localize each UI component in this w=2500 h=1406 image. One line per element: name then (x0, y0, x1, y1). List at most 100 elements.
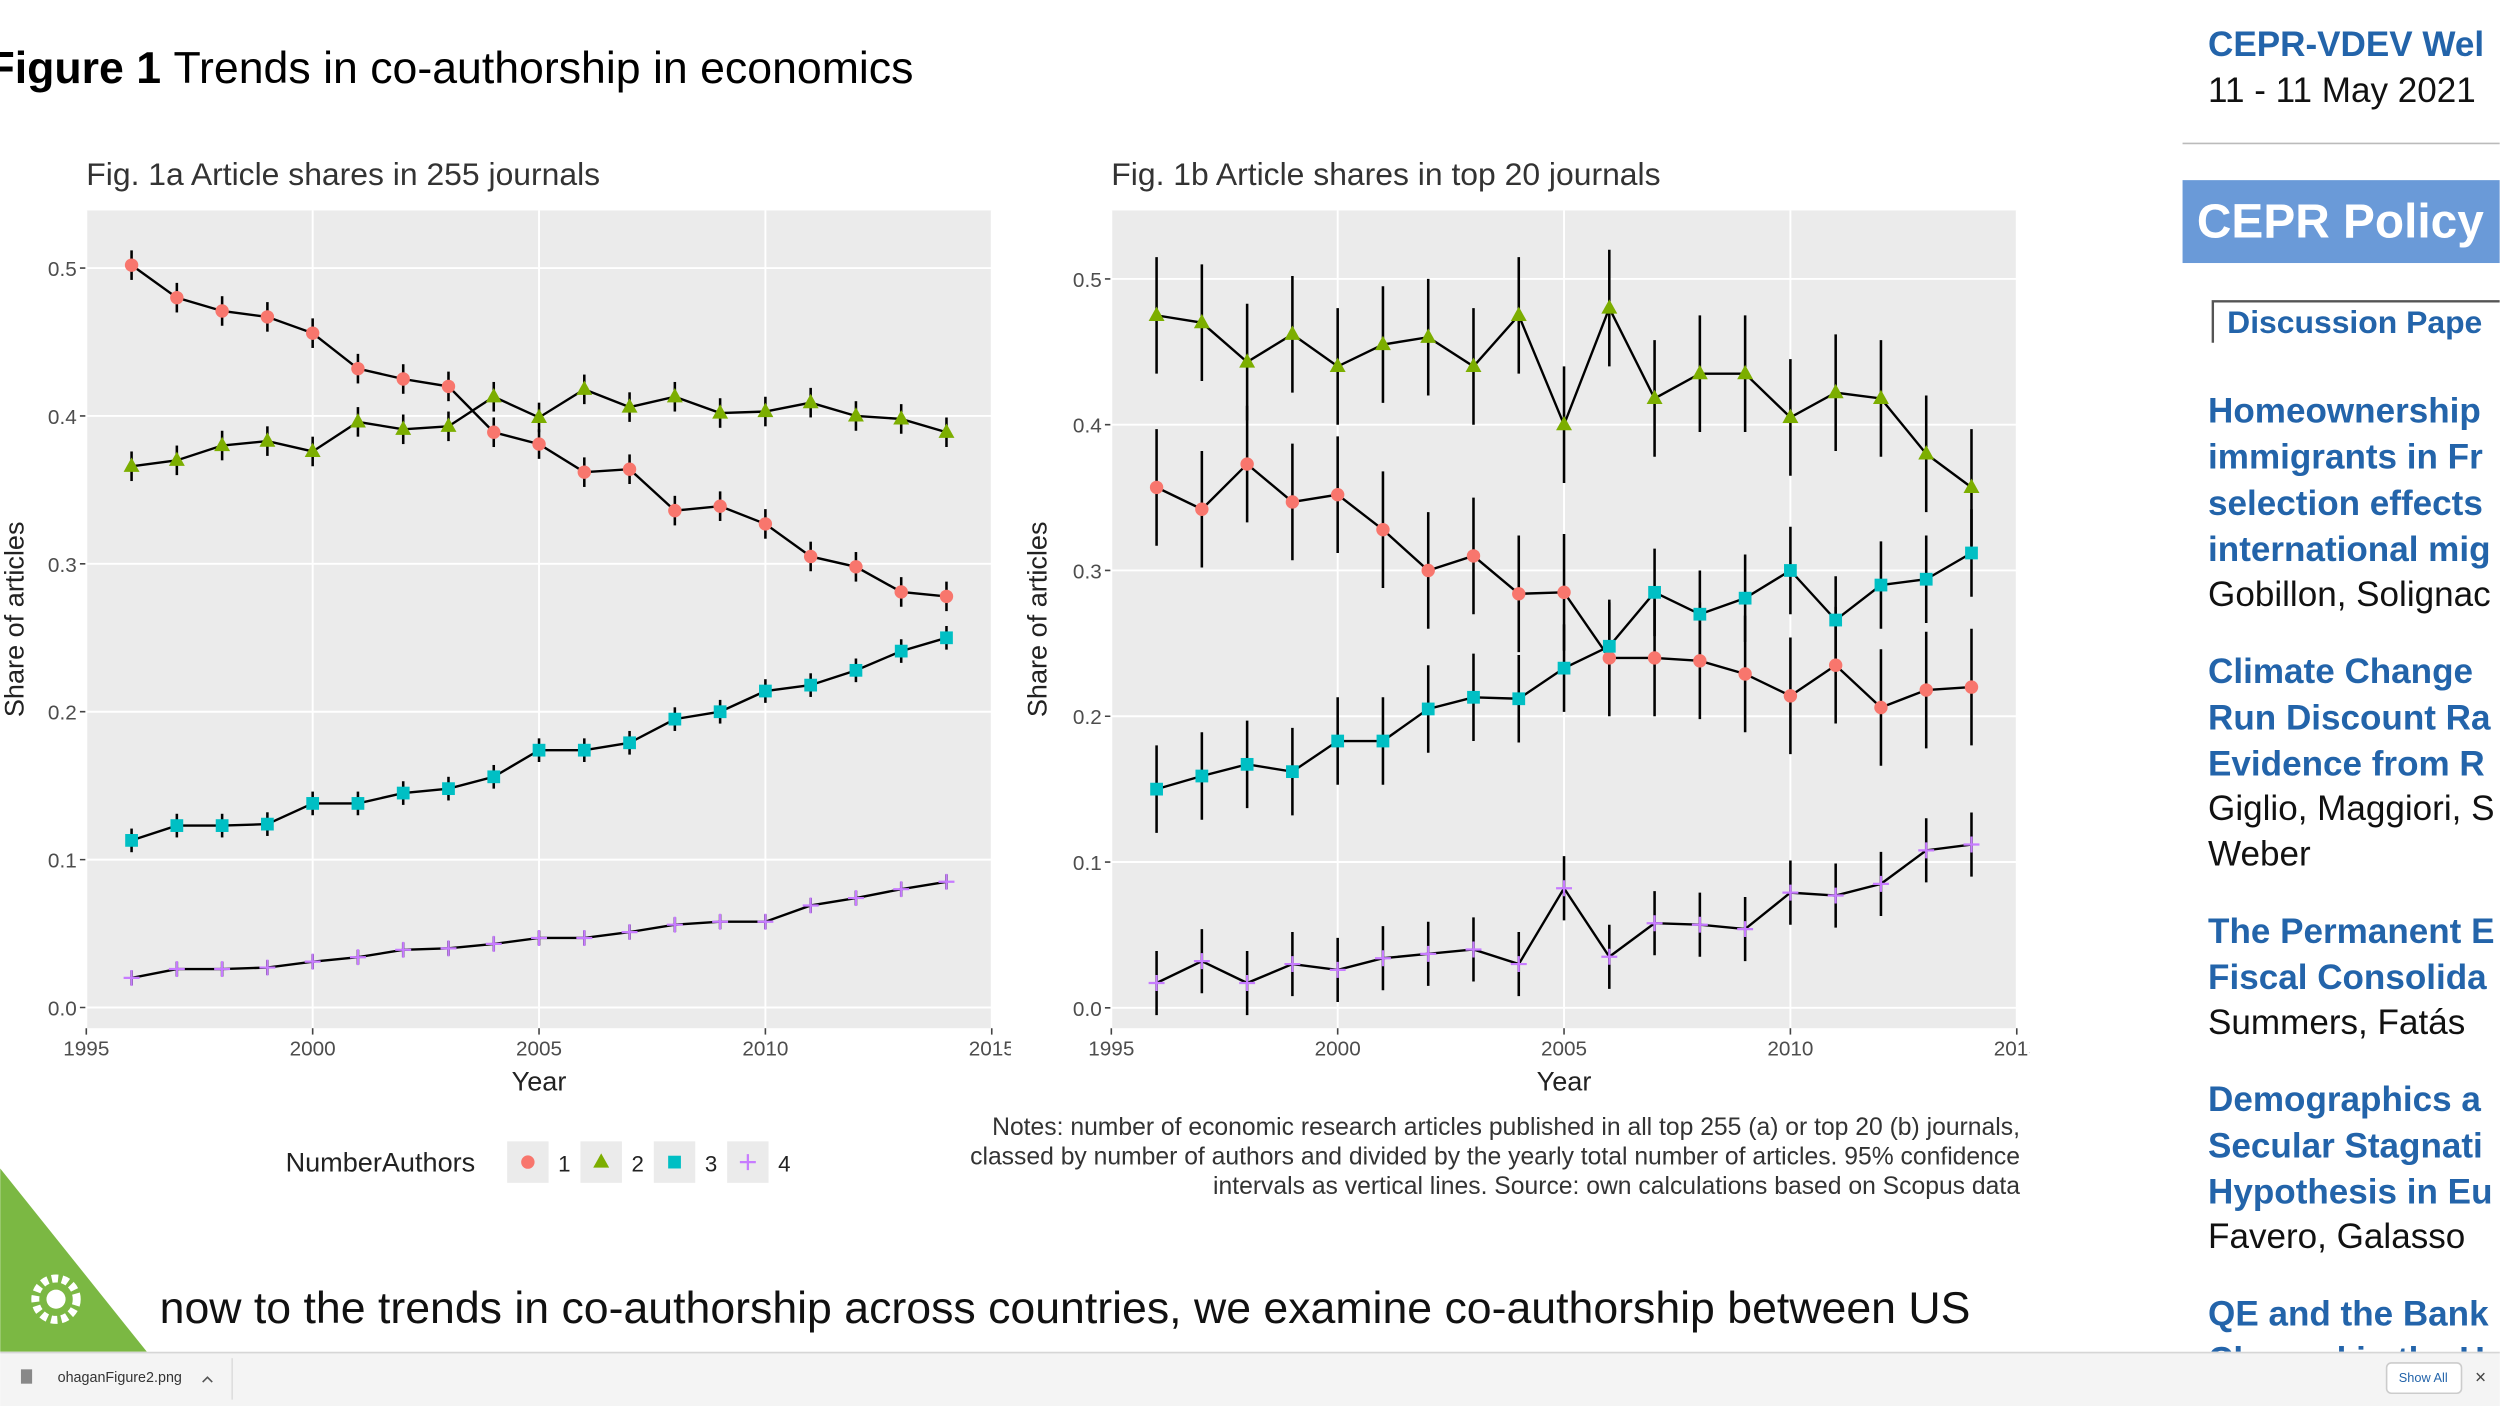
point (170, 290, 184, 305)
point (1510, 306, 1527, 321)
item-title[interactable]: QE and the Bank (2208, 1294, 2489, 1333)
point (1738, 591, 1752, 605)
legend-marker (521, 1155, 535, 1169)
point (1557, 661, 1571, 675)
item-title[interactable]: Climate Change (2208, 652, 2473, 691)
point (1286, 765, 1299, 779)
note-line: Notes: number of economic research artic… (992, 1114, 2020, 1141)
point (1557, 585, 1571, 600)
point (1693, 654, 1707, 668)
event-title[interactable]: CEPR-VDEV Wel (2208, 25, 2484, 64)
point (759, 684, 772, 698)
legend-label: 3 (705, 1152, 717, 1177)
tab-label[interactable]: Discussion Pape (2227, 304, 2482, 340)
point (938, 423, 955, 438)
point (1150, 782, 1163, 796)
point (577, 465, 591, 479)
item-title[interactable]: Demographics a (2208, 1080, 2481, 1119)
point (1918, 842, 1935, 859)
point (757, 913, 774, 930)
show-all-label[interactable]: Show All (2399, 1370, 2448, 1385)
point (1872, 875, 1889, 892)
item-title[interactable]: Fiscal Consolida (2208, 958, 2487, 997)
point (666, 387, 683, 403)
y-tick-label: 0.4 (1073, 415, 1102, 438)
item-title[interactable]: Channel in the U (2208, 1341, 2485, 1380)
point (1784, 564, 1797, 577)
item-title[interactable]: Hypothesis in Eu (2208, 1173, 2492, 1212)
point (1193, 953, 1210, 970)
point (214, 436, 231, 452)
point (1329, 961, 1346, 978)
y-tick-label: 0.3 (1073, 560, 1102, 583)
item-title[interactable]: Evidence from R (2208, 745, 2485, 784)
point (485, 387, 502, 403)
point (170, 819, 184, 832)
point (1646, 389, 1663, 405)
point (1646, 915, 1663, 932)
item-authors: Giglio, Maggiori, S (2208, 789, 2494, 828)
point (1918, 445, 1935, 460)
point (532, 437, 546, 451)
point (802, 897, 819, 914)
y-tick-label: 0.0 (1073, 998, 1102, 1021)
notes: Notes: number of economic research artic… (970, 1114, 2020, 1200)
point (802, 393, 819, 409)
point (1285, 495, 1300, 509)
point (712, 404, 729, 419)
figure-label: Figure 1 (0, 44, 161, 93)
point (124, 258, 139, 272)
point (1284, 325, 1301, 340)
y-axis-label: Share of articles (0, 521, 29, 717)
point (1148, 975, 1165, 991)
item-title[interactable]: Homeownership (2208, 391, 2481, 430)
section-banner (2182, 180, 2500, 264)
item-title[interactable]: international mig (2208, 530, 2490, 569)
point (803, 549, 818, 564)
badge-gear[interactable] (31, 1274, 81, 1324)
point (531, 930, 547, 946)
item-title[interactable]: The Permanent E (2208, 912, 2494, 951)
point (939, 589, 954, 604)
download-menu[interactable] (202, 1376, 213, 1383)
point (1693, 607, 1707, 621)
legend-marker (668, 1155, 681, 1169)
point (893, 410, 910, 425)
point (1512, 587, 1526, 601)
close-button[interactable]: × (2475, 1368, 2486, 1389)
point (304, 953, 321, 970)
point (576, 930, 593, 946)
item-title[interactable]: Run Discount Ra (2208, 698, 2491, 737)
point (712, 913, 729, 930)
point (577, 743, 591, 757)
point (1193, 313, 1210, 329)
point (757, 402, 774, 418)
download-file[interactable]: ohaganFigure2.png (58, 1370, 182, 1386)
item-title[interactable]: selection effects (2208, 484, 2483, 523)
download-bar-bg (0, 1351, 2500, 1406)
x-axis-label: Year (1537, 1065, 1592, 1096)
point (1376, 522, 1390, 537)
point (259, 959, 276, 976)
item-title[interactable]: immigrants in Fr (2208, 438, 2483, 477)
point (123, 969, 140, 986)
figure-title: Trends in co-authorship in economics (173, 44, 913, 93)
point (940, 631, 953, 645)
item-title[interactable]: Secular Stagnati (2208, 1126, 2483, 1165)
point (1467, 690, 1480, 704)
show-all-button[interactable] (2385, 1362, 2463, 1395)
point (487, 770, 501, 784)
badge-gear-center (46, 1289, 66, 1309)
point (1601, 299, 1618, 314)
point (440, 940, 457, 957)
point (1331, 734, 1345, 748)
point (1421, 563, 1435, 578)
point (847, 890, 864, 907)
point (349, 413, 366, 428)
point (214, 961, 231, 978)
point (260, 310, 275, 324)
point (847, 407, 864, 422)
point (893, 881, 910, 898)
point (804, 678, 818, 692)
point (1828, 658, 1843, 672)
